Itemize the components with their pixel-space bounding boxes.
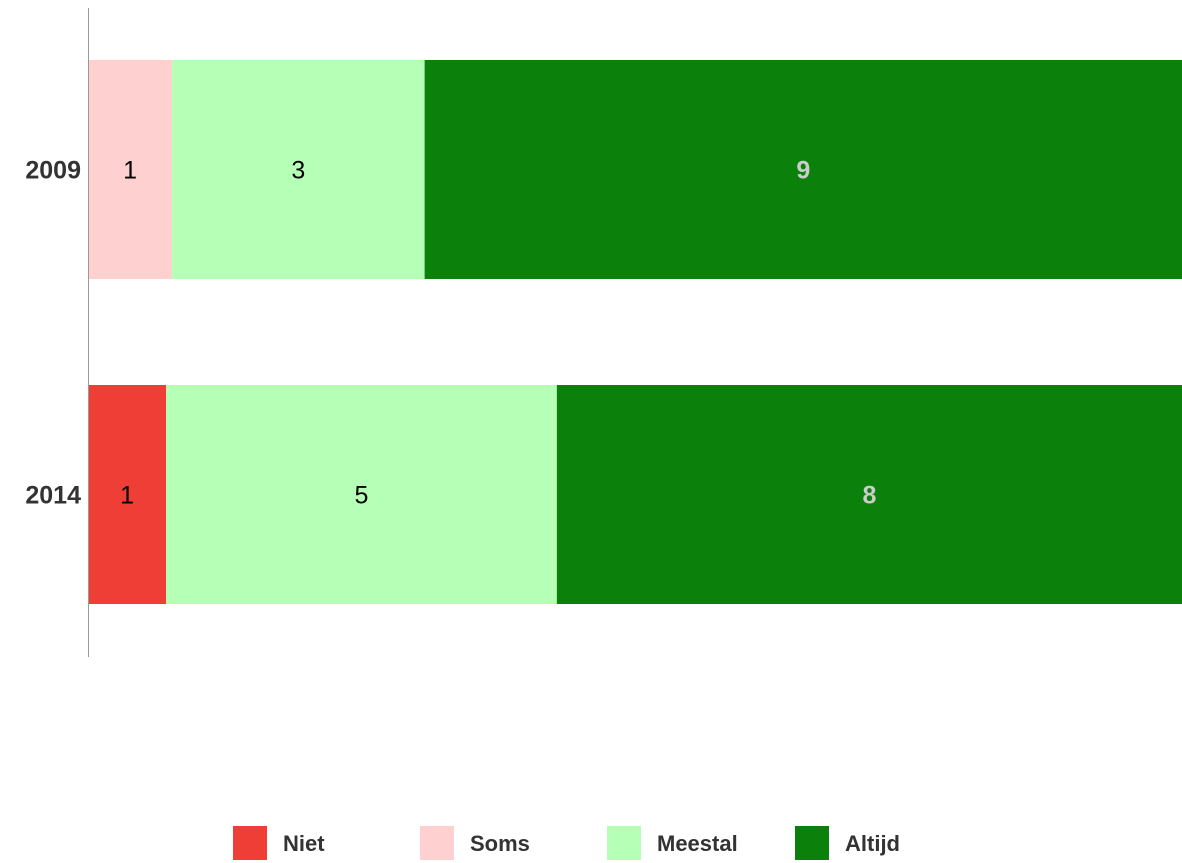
bars-group: 1 3 91 5 8 bbox=[88, 60, 1182, 604]
legend-label-niet: Niet bbox=[283, 831, 325, 856]
category-label-2009: 2009 bbox=[25, 157, 81, 185]
bar-2014-meestal bbox=[166, 385, 557, 604]
bar-2009-altijd bbox=[424, 60, 1182, 279]
legend-label-meestal: Meestal bbox=[657, 831, 738, 856]
data-label-2014-niet: 1 bbox=[120, 482, 134, 510]
data-label-2014-meestal: 5 bbox=[355, 482, 369, 510]
data-label-2009-soms: 1 bbox=[123, 157, 137, 185]
data-label-2014-altijd: 8 bbox=[862, 482, 876, 510]
bar-2009-soms bbox=[88, 60, 173, 279]
data-label-2009-meestal: 3 bbox=[291, 157, 305, 185]
legend-label-altijd: Altijd bbox=[845, 831, 900, 856]
legend-swatch-soms bbox=[420, 826, 454, 860]
bar-2014-altijd bbox=[556, 385, 1182, 604]
legend-swatch-meestal bbox=[607, 826, 641, 860]
bar-2009-meestal bbox=[172, 60, 425, 279]
bar-2014-niet bbox=[88, 385, 167, 604]
legend-swatch-niet bbox=[233, 826, 267, 860]
data-label-2009-altijd: 9 bbox=[796, 157, 810, 185]
legend-label-soms: Soms bbox=[470, 831, 530, 856]
legend: Niet Soms Meestal Altijd bbox=[0, 823, 1182, 863]
legend-swatch-altijd bbox=[795, 826, 829, 860]
category-labels: 2009 2014 bbox=[25, 157, 81, 510]
category-label-2014: 2014 bbox=[25, 482, 81, 510]
